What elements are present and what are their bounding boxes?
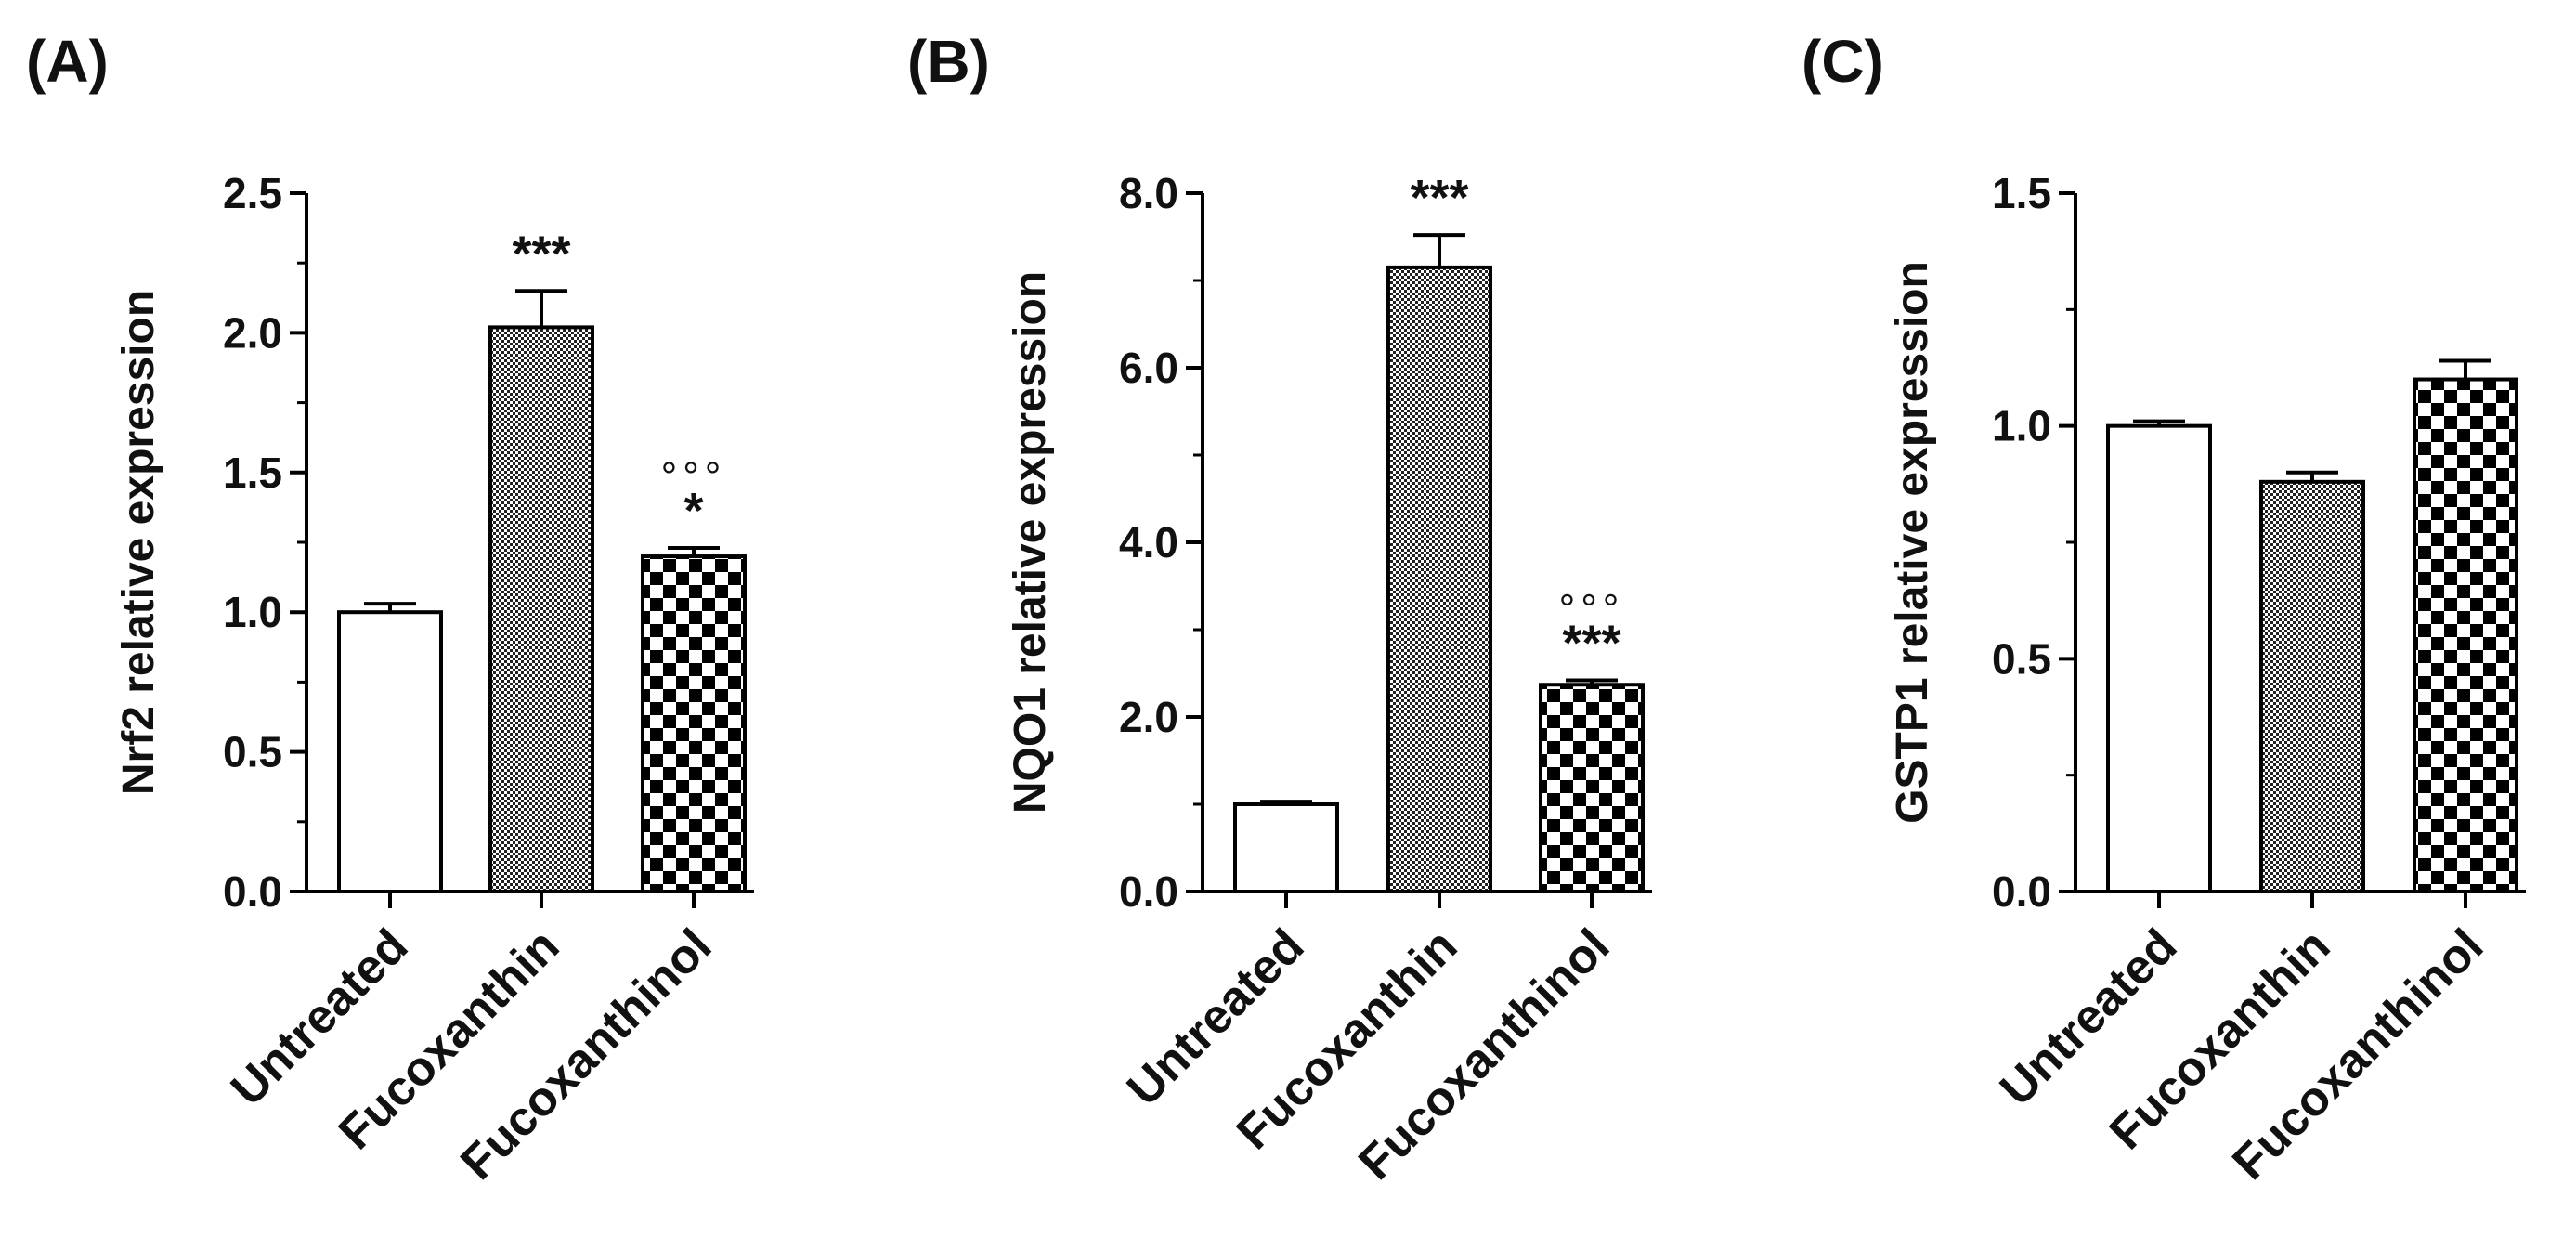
chart-panel-3: (C) 0.0 0.5 1.0 1.5 GSTP1 relative expression…	[1802, 28, 2526, 1191]
y-tick-label: 2.0	[223, 308, 282, 357]
bar-untreated	[2106, 423, 2212, 893]
y-tick-label: 1.0	[223, 588, 282, 636]
y-tick-label: 8.0	[1119, 169, 1178, 217]
bar-fucoxanthinol	[1539, 683, 1645, 893]
bar-fucoxanthinol	[2413, 377, 2518, 893]
significance-circles: °°°	[661, 454, 727, 500]
y-tick-label: 0.0	[1992, 867, 2051, 916]
y-tick-label: 2.0	[1119, 693, 1178, 741]
y-axis-title: GSTP1 relative expression	[1888, 261, 1937, 824]
significance-stars: ***	[1562, 616, 1620, 671]
panel-label: (A)	[26, 28, 109, 95]
bar-fucoxanthin	[2259, 479, 2365, 893]
significance-stars: *	[683, 483, 703, 539]
y-tick-label: 0.5	[1992, 634, 2051, 683]
y-tick-label: 0.5	[223, 728, 282, 776]
y-tick-label: 2.5	[223, 169, 282, 217]
y-tick-label: 1.5	[223, 449, 282, 497]
y-tick-label: 0.0	[1119, 867, 1178, 916]
bar-fucoxanthinol	[641, 554, 747, 893]
chart-panel-1: (A) 0.0 0.5 1.0 1.5 2.0 2.5 Nrf2 relative expre…	[26, 28, 754, 1191]
bar-untreated	[1233, 802, 1339, 893]
panel-label: (B)	[907, 28, 990, 95]
y-axis-title: NQO1 relative expression	[1006, 271, 1055, 814]
y-tick-label: 1.0	[1992, 402, 2051, 450]
significance-stars: ***	[1410, 170, 1468, 226]
panel-label: (C)	[1802, 28, 1884, 95]
significance-stars: ***	[512, 226, 570, 281]
y-tick-label: 6.0	[1119, 344, 1178, 392]
significance-circles: °°°	[1559, 587, 1625, 632]
bar-fucoxanthin	[1386, 265, 1492, 893]
y-tick-label: 1.5	[1992, 169, 2051, 217]
y-axis-title: Nrf2 relative expression	[114, 290, 163, 795]
y-tick-label: 4.0	[1119, 518, 1178, 566]
y-tick-label: 0.0	[223, 867, 282, 916]
chart-panel-2: (B) 0.0 2.0 4.0 6.0 8.0 NQO1 relative expressi…	[907, 28, 1652, 1191]
bar-fucoxanthin	[488, 325, 594, 894]
bar-untreated	[337, 610, 443, 893]
